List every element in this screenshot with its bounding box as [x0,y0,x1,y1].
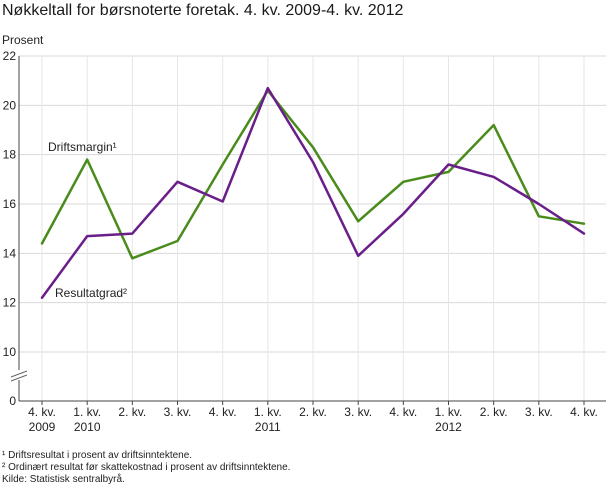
x-tick-year-5: 2011 [255,420,281,434]
footnote-2: ² Ordinært resultat før skattekostnad i … [2,462,291,473]
source-note: Kilde: Statistisk sentralbyrå. [2,474,125,485]
x-tick-year-9: 2012 [435,420,462,434]
grid-layer [19,55,606,401]
x-tick-label-7: 3. kv. [344,405,372,419]
y-tick-label-14: 14 [3,246,17,260]
series-layer [40,86,586,299]
series-label-0: Driftsmargin¹ [48,140,117,154]
footnotes: ¹ Driftsresultat i prosent av driftsinnt… [2,450,290,486]
y-tick-label-20: 20 [3,98,17,112]
x-tick-label-6: 2. kv. [299,405,327,419]
y-tick-label-22: 22 [3,49,17,63]
series-line-1 [40,86,586,299]
x-tick-label-10: 2. kv. [480,405,508,419]
y-tick-label-0: 0 [9,394,16,408]
x-tick-label-0: 4. kv. [28,405,56,419]
x-tick-label-5: 1. kv. [254,405,282,419]
y-tick-label-16: 16 [3,197,17,211]
axis-break-mark-2 [10,374,28,382]
x-tick-year-1: 2010 [74,420,101,434]
x-tick-label-3: 3. kv. [164,405,192,419]
footnote-1: ¹ Driftsresultat i prosent av driftsinnt… [2,450,193,461]
y-axis-label: Prosent [2,33,44,47]
x-tick-label-8: 4. kv. [389,405,417,419]
y-tick-label-12: 12 [3,296,17,310]
series-line-0 [40,89,586,260]
axis-layer [10,56,606,405]
x-tick-label-1: 1. kv. [73,405,101,419]
y-tick-label-18: 18 [3,148,17,162]
series-label-1: Resultatgrad² [55,286,127,300]
chart-title: Nøkkeltall for børsnoterte foretak. 4. k… [2,2,404,19]
x-tick-label-2: 2. kv. [118,405,146,419]
y-tick-label-10: 10 [3,345,17,359]
x-tick-label-9: 1. kv. [435,405,463,419]
x-tick-label-4: 4. kv. [209,405,237,419]
axis-break-gap [11,370,27,380]
x-tick-label-12: 4. kv. [570,405,598,419]
axis-break-mark-1 [10,370,28,378]
x-tick-year-0: 2009 [29,420,56,434]
x-tick-label-11: 3. kv. [525,405,553,419]
